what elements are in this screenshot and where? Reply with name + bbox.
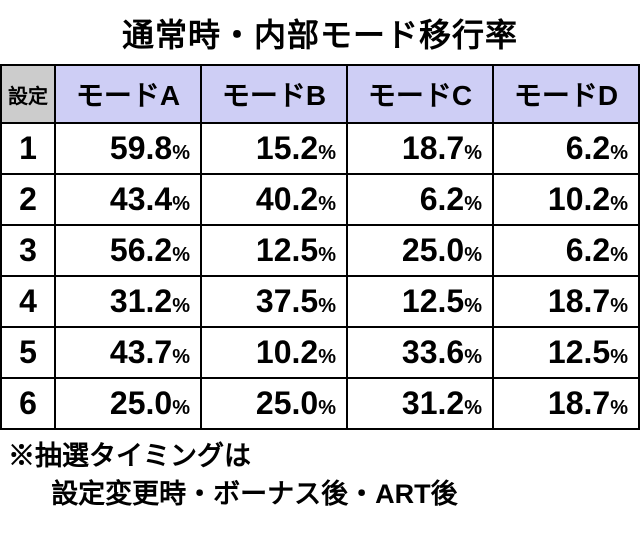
percent-symbol: %	[610, 193, 628, 215]
cell-value: 33.6%	[347, 327, 493, 378]
percent-value: 6.2	[420, 181, 464, 217]
page-title: 通常時・内部モード移行率	[0, 0, 640, 64]
header-mode-a: モードA	[55, 65, 201, 123]
percent-value: 25.0	[110, 385, 172, 421]
mode-transition-table: 設定 モードA モードB モードC モードD 159.8%15.2%18.7%6…	[0, 64, 640, 430]
percent-symbol: %	[610, 142, 628, 164]
percent-value: 33.6	[402, 334, 464, 370]
table-row: 431.2%37.5%12.5%18.7%	[1, 276, 639, 327]
cell-value: 59.8%	[55, 123, 201, 174]
cell-value: 25.0%	[201, 378, 347, 429]
table-row: 356.2%12.5%25.0%6.2%	[1, 225, 639, 276]
percent-symbol: %	[172, 142, 190, 164]
table-row: 243.4%40.2%6.2%10.2%	[1, 174, 639, 225]
row-label: 6	[1, 378, 55, 429]
row-label: 5	[1, 327, 55, 378]
percent-symbol: %	[318, 346, 336, 368]
percent-symbol: %	[318, 142, 336, 164]
cell-value: 12.5%	[347, 276, 493, 327]
percent-symbol: %	[318, 193, 336, 215]
percent-value: 37.5	[256, 283, 318, 319]
header-mode-b: モードB	[201, 65, 347, 123]
table-row: 543.7%10.2%33.6%12.5%	[1, 327, 639, 378]
percent-value: 6.2	[566, 130, 610, 166]
percent-value: 18.7	[548, 283, 610, 319]
row-label: 2	[1, 174, 55, 225]
percent-value: 31.2	[110, 283, 172, 319]
percent-symbol: %	[610, 346, 628, 368]
cell-value: 18.7%	[347, 123, 493, 174]
table-row: 625.0%25.0%31.2%18.7%	[1, 378, 639, 429]
percent-symbol: %	[318, 295, 336, 317]
cell-value: 25.0%	[347, 225, 493, 276]
percent-value: 31.2	[402, 385, 464, 421]
cell-value: 25.0%	[55, 378, 201, 429]
row-label: 1	[1, 123, 55, 174]
percent-value: 15.2	[256, 130, 318, 166]
percent-symbol: %	[172, 193, 190, 215]
percent-value: 6.2	[566, 232, 610, 268]
percent-symbol: %	[610, 397, 628, 419]
percent-value: 18.7	[402, 130, 464, 166]
percent-value: 43.7	[110, 334, 172, 370]
percent-value: 10.2	[256, 334, 318, 370]
percent-symbol: %	[464, 346, 482, 368]
cell-value: 18.7%	[493, 378, 639, 429]
table-row: 159.8%15.2%18.7%6.2%	[1, 123, 639, 174]
header-mode-d: モードD	[493, 65, 639, 123]
header-row: 設定 モードA モードB モードC モードD	[1, 65, 639, 123]
cell-value: 15.2%	[201, 123, 347, 174]
cell-value: 6.2%	[347, 174, 493, 225]
cell-value: 10.2%	[493, 174, 639, 225]
percent-value: 25.0	[256, 385, 318, 421]
cell-value: 37.5%	[201, 276, 347, 327]
footnote: ※抽選タイミングは 設定変更時・ボーナス後・ART後	[0, 430, 640, 543]
percent-symbol: %	[172, 346, 190, 368]
row-label: 3	[1, 225, 55, 276]
percent-value: 18.7	[548, 385, 610, 421]
percent-symbol: %	[172, 244, 190, 266]
percent-symbol: %	[464, 142, 482, 164]
percent-symbol: %	[464, 193, 482, 215]
cell-value: 43.7%	[55, 327, 201, 378]
percent-value: 40.2	[256, 181, 318, 217]
percent-symbol: %	[318, 397, 336, 419]
percent-symbol: %	[318, 244, 336, 266]
cell-value: 10.2%	[201, 327, 347, 378]
table-body: 159.8%15.2%18.7%6.2%243.4%40.2%6.2%10.2%…	[1, 123, 639, 429]
row-label: 4	[1, 276, 55, 327]
percent-symbol: %	[464, 295, 482, 317]
cell-value: 40.2%	[201, 174, 347, 225]
cell-value: 12.5%	[493, 327, 639, 378]
header-mode-c: モードC	[347, 65, 493, 123]
percent-symbol: %	[464, 397, 482, 419]
percent-value: 59.8	[110, 130, 172, 166]
percent-value: 56.2	[110, 232, 172, 268]
cell-value: 56.2%	[55, 225, 201, 276]
cell-value: 31.2%	[347, 378, 493, 429]
cell-value: 18.7%	[493, 276, 639, 327]
percent-symbol: %	[610, 244, 628, 266]
percent-value: 25.0	[402, 232, 464, 268]
percent-symbol: %	[464, 244, 482, 266]
percent-value: 43.4	[110, 181, 172, 217]
cell-value: 43.4%	[55, 174, 201, 225]
footnote-line1: ※抽選タイミングは	[8, 441, 251, 471]
footnote-line2: 設定変更時・ボーナス後・ART後	[8, 476, 632, 514]
percent-symbol: %	[610, 295, 628, 317]
cell-value: 12.5%	[201, 225, 347, 276]
cell-value: 6.2%	[493, 123, 639, 174]
header-settei: 設定	[1, 65, 55, 123]
percent-symbol: %	[172, 295, 190, 317]
cell-value: 31.2%	[55, 276, 201, 327]
percent-symbol: %	[172, 397, 190, 419]
table-container: 通常時・内部モード移行率 設定 モードA モードB モードC モードD 159.…	[0, 0, 640, 543]
percent-value: 12.5	[402, 283, 464, 319]
cell-value: 6.2%	[493, 225, 639, 276]
percent-value: 10.2	[548, 181, 610, 217]
percent-value: 12.5	[548, 334, 610, 370]
percent-value: 12.5	[256, 232, 318, 268]
